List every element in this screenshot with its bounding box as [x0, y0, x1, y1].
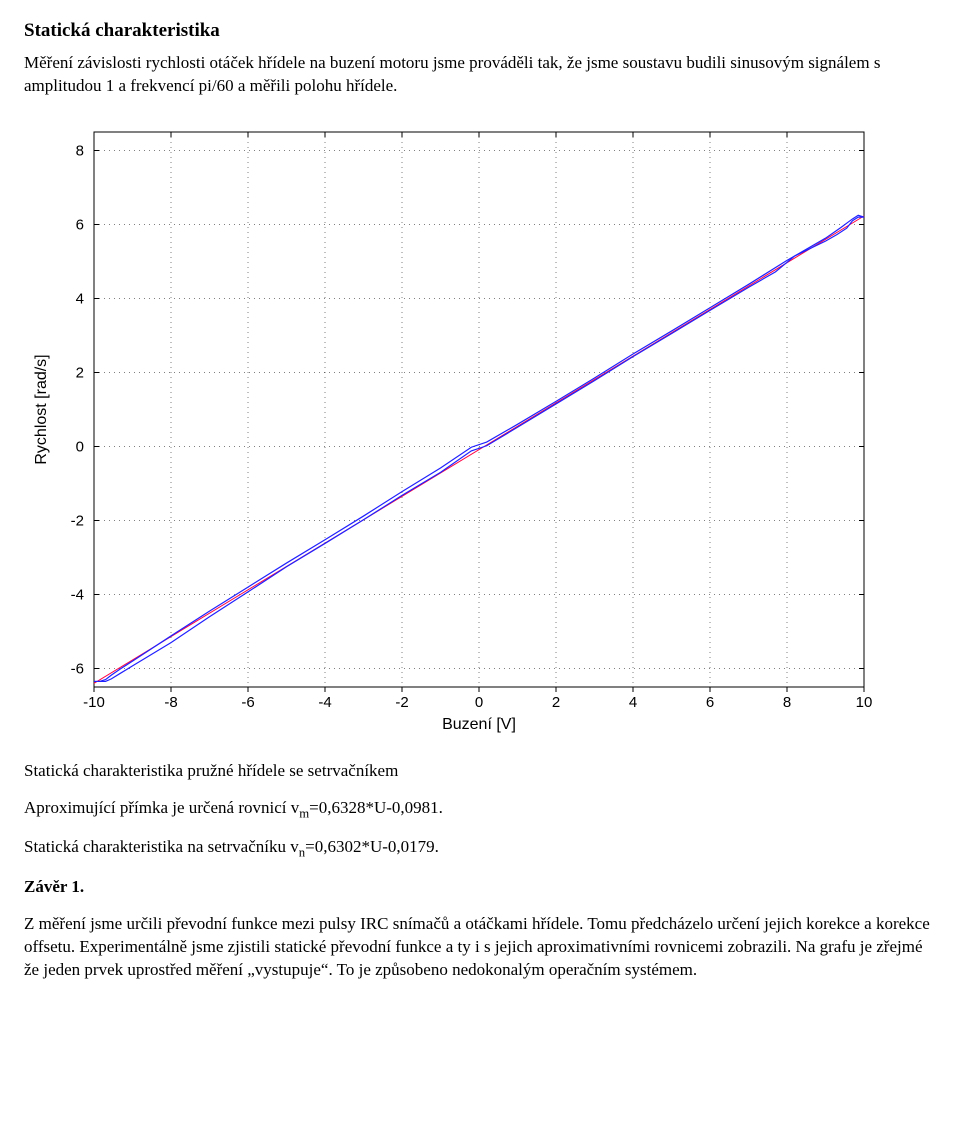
stat2-pre: Statická charakteristika na setrvačníku …: [24, 837, 299, 856]
svg-text:6: 6: [706, 694, 714, 711]
intro-paragraph: Měření závislosti rychlosti otáček hříde…: [24, 52, 936, 98]
svg-text:-2: -2: [71, 512, 84, 529]
page-title: Statická charakteristika: [24, 20, 936, 42]
stat2-post: =0,6302*U-0,0179.: [305, 837, 439, 856]
svg-text:-6: -6: [71, 660, 84, 677]
svg-text:-6: -6: [241, 694, 254, 711]
svg-text:-4: -4: [71, 586, 84, 603]
svg-text:4: 4: [76, 290, 84, 307]
svg-text:6: 6: [76, 216, 84, 233]
svg-text:-10: -10: [83, 694, 105, 711]
svg-text:-4: -4: [318, 694, 331, 711]
conclusion-title: Závěr 1.: [24, 876, 936, 899]
svg-text:8: 8: [76, 142, 84, 159]
svg-text:Buzení [V]: Buzení [V]: [442, 716, 516, 733]
static-characteristic-chart: -10 -8 -6 -4 -2 0 2 4 6 8 10 -6 -4 -2 0 2 4 6 8 Buzení [V] R…: [24, 112, 936, 742]
conclusion-body: Z měření jsme určili převodní funkce mez…: [24, 913, 936, 982]
svg-text:4: 4: [629, 694, 637, 711]
svg-text:0: 0: [76, 438, 84, 455]
svg-text:Rychlost [rad/s]: Rychlost [rad/s]: [33, 354, 50, 464]
approximation-line-text: Aproximující přímka je určená rovnicí vm…: [24, 797, 936, 823]
approx-pre: Aproximující přímka je určená rovnicí v: [24, 798, 299, 817]
approx-post: =0,6328*U-0,0981.: [309, 798, 443, 817]
svg-text:2: 2: [552, 694, 560, 711]
svg-text:-8: -8: [164, 694, 177, 711]
svg-text:2: 2: [76, 364, 84, 381]
secondary-characteristic-text: Statická charakteristika na setrvačníku …: [24, 836, 936, 862]
approx-subscript: m: [299, 806, 309, 820]
svg-text:-2: -2: [395, 694, 408, 711]
svg-text:10: 10: [856, 694, 873, 711]
chart-caption: Statická charakteristika pružné hřídele …: [24, 760, 936, 783]
svg-text:8: 8: [783, 694, 791, 711]
svg-text:0: 0: [475, 694, 483, 711]
